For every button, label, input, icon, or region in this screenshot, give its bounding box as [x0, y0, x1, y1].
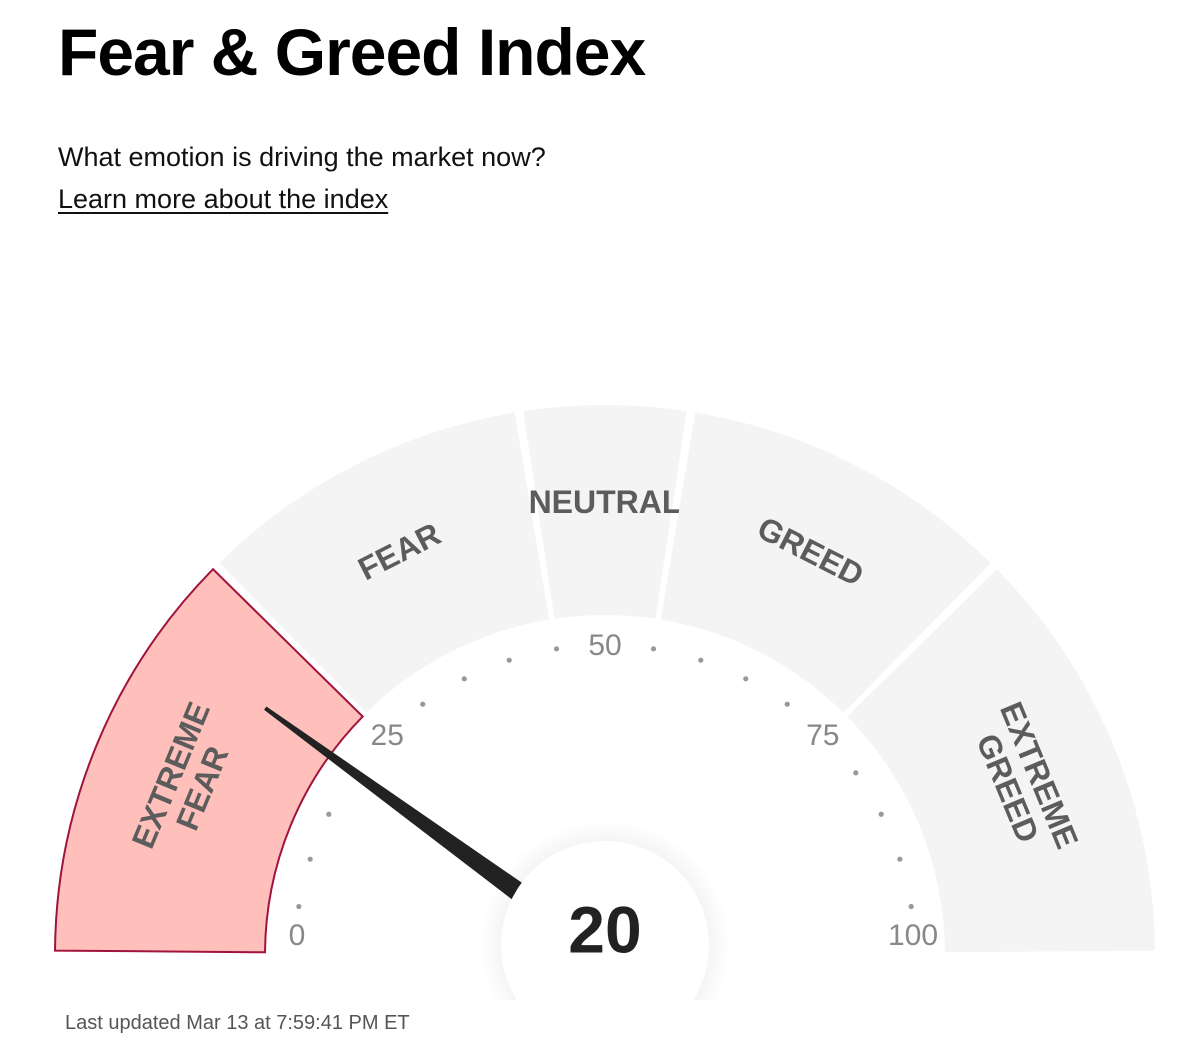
learn-more-link[interactable]: Learn more about the index	[58, 184, 389, 214]
segment	[54, 567, 365, 954]
segment-label-line: NEUTRAL	[529, 484, 682, 520]
title: Fear & Greed Index	[58, 15, 646, 89]
last-updated: Last updated Mar 13 at 7:59:41 PM ET	[65, 1012, 410, 1034]
segment	[847, 569, 1155, 953]
segment-label: NEUTRAL	[529, 484, 682, 520]
minor-tick-dot	[784, 701, 790, 707]
hub	[501, 841, 709, 1000]
minor-tick-dot	[296, 903, 302, 910]
segment	[660, 412, 991, 713]
minor-tick-dot	[908, 903, 914, 910]
tick-label: 100	[888, 919, 938, 952]
minor-tick-dot	[853, 770, 859, 776]
minor-tick-dot	[698, 657, 704, 663]
minor-tick-dot	[506, 657, 512, 663]
gauge: EXTREMEFEARFEARNEUTRALGREEDEXTREMEGREED0…	[54, 405, 1155, 1000]
needle	[264, 706, 535, 908]
tick-label: 25	[371, 719, 404, 752]
minor-tick-dot	[326, 811, 332, 817]
segment	[523, 405, 687, 619]
minor-tick-dot	[553, 646, 560, 652]
subtitle: What emotion is driving the market now?	[58, 142, 546, 172]
minor-tick-dot	[743, 676, 749, 682]
minor-tick-dot	[878, 811, 884, 817]
segment	[219, 412, 550, 713]
minor-tick-dot	[897, 856, 903, 862]
value-label: 20	[568, 892, 641, 966]
minor-tick-dot	[420, 701, 426, 707]
minor-tick-dot	[461, 676, 467, 682]
tick-label: 0	[289, 919, 306, 952]
minor-tick-dot	[307, 856, 313, 862]
tick-label: 75	[806, 719, 839, 752]
tick-label: 50	[588, 629, 621, 662]
minor-tick-dot	[650, 646, 657, 652]
